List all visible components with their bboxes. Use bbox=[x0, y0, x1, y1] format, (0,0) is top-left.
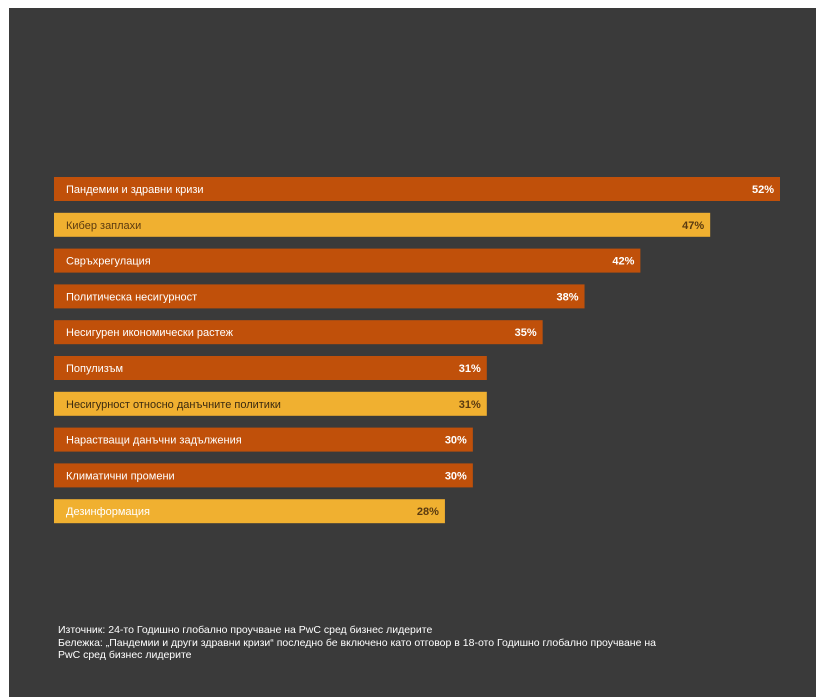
bar-category-label: Климатични промени bbox=[66, 470, 175, 482]
bar-value-label: 31% bbox=[459, 399, 481, 411]
bar-category-label: Несигурност относно данъчните политики bbox=[66, 399, 281, 411]
bar bbox=[54, 177, 780, 201]
bar bbox=[54, 320, 543, 345]
source-note: Източник: 24-то Годишно глобално проучва… bbox=[58, 624, 433, 636]
bar-value-label: 35% bbox=[515, 327, 537, 339]
bar-category-label: Политическа несигурност bbox=[66, 291, 197, 303]
bar bbox=[54, 284, 585, 309]
bar-value-label: 42% bbox=[612, 256, 634, 268]
bar-category-label: Дезинформация bbox=[66, 506, 150, 518]
bar-category-label: Свръхрегулация bbox=[66, 256, 151, 268]
bar-value-label: 30% bbox=[445, 435, 467, 447]
bar-category-label: Несигурен икономически растеж bbox=[66, 327, 234, 339]
bar-value-label: 31% bbox=[459, 363, 481, 375]
bar bbox=[54, 427, 473, 452]
chart-notes: Източник: 24-то Годишно глобално проучва… bbox=[58, 624, 798, 662]
bar-value-label: 47% bbox=[682, 220, 704, 232]
remark-note-line-2: PwC сред бизнес лидерите bbox=[58, 649, 192, 661]
bar bbox=[54, 463, 473, 488]
bar-category-label: Пандемии и здравни кризи bbox=[66, 184, 204, 196]
bar-category-label: Кибер заплахи bbox=[66, 220, 141, 232]
bar-value-label: 30% bbox=[445, 470, 467, 482]
bar-value-label: 52% bbox=[752, 184, 774, 196]
bar-category-label: Популизъм bbox=[66, 363, 123, 375]
remark-note-line-1: Бележка: „Пандемии и други здравни кризи… bbox=[58, 636, 656, 649]
bar bbox=[54, 248, 641, 273]
bar-value-label: 28% bbox=[417, 506, 439, 518]
bar bbox=[54, 212, 711, 237]
bar bbox=[54, 391, 487, 416]
bar bbox=[54, 499, 445, 524]
bar-value-label: 38% bbox=[557, 291, 579, 303]
bar-category-label: Нарастващи данъчни задължения bbox=[66, 435, 242, 447]
bar bbox=[54, 356, 487, 380]
chart-panel bbox=[9, 8, 816, 697]
